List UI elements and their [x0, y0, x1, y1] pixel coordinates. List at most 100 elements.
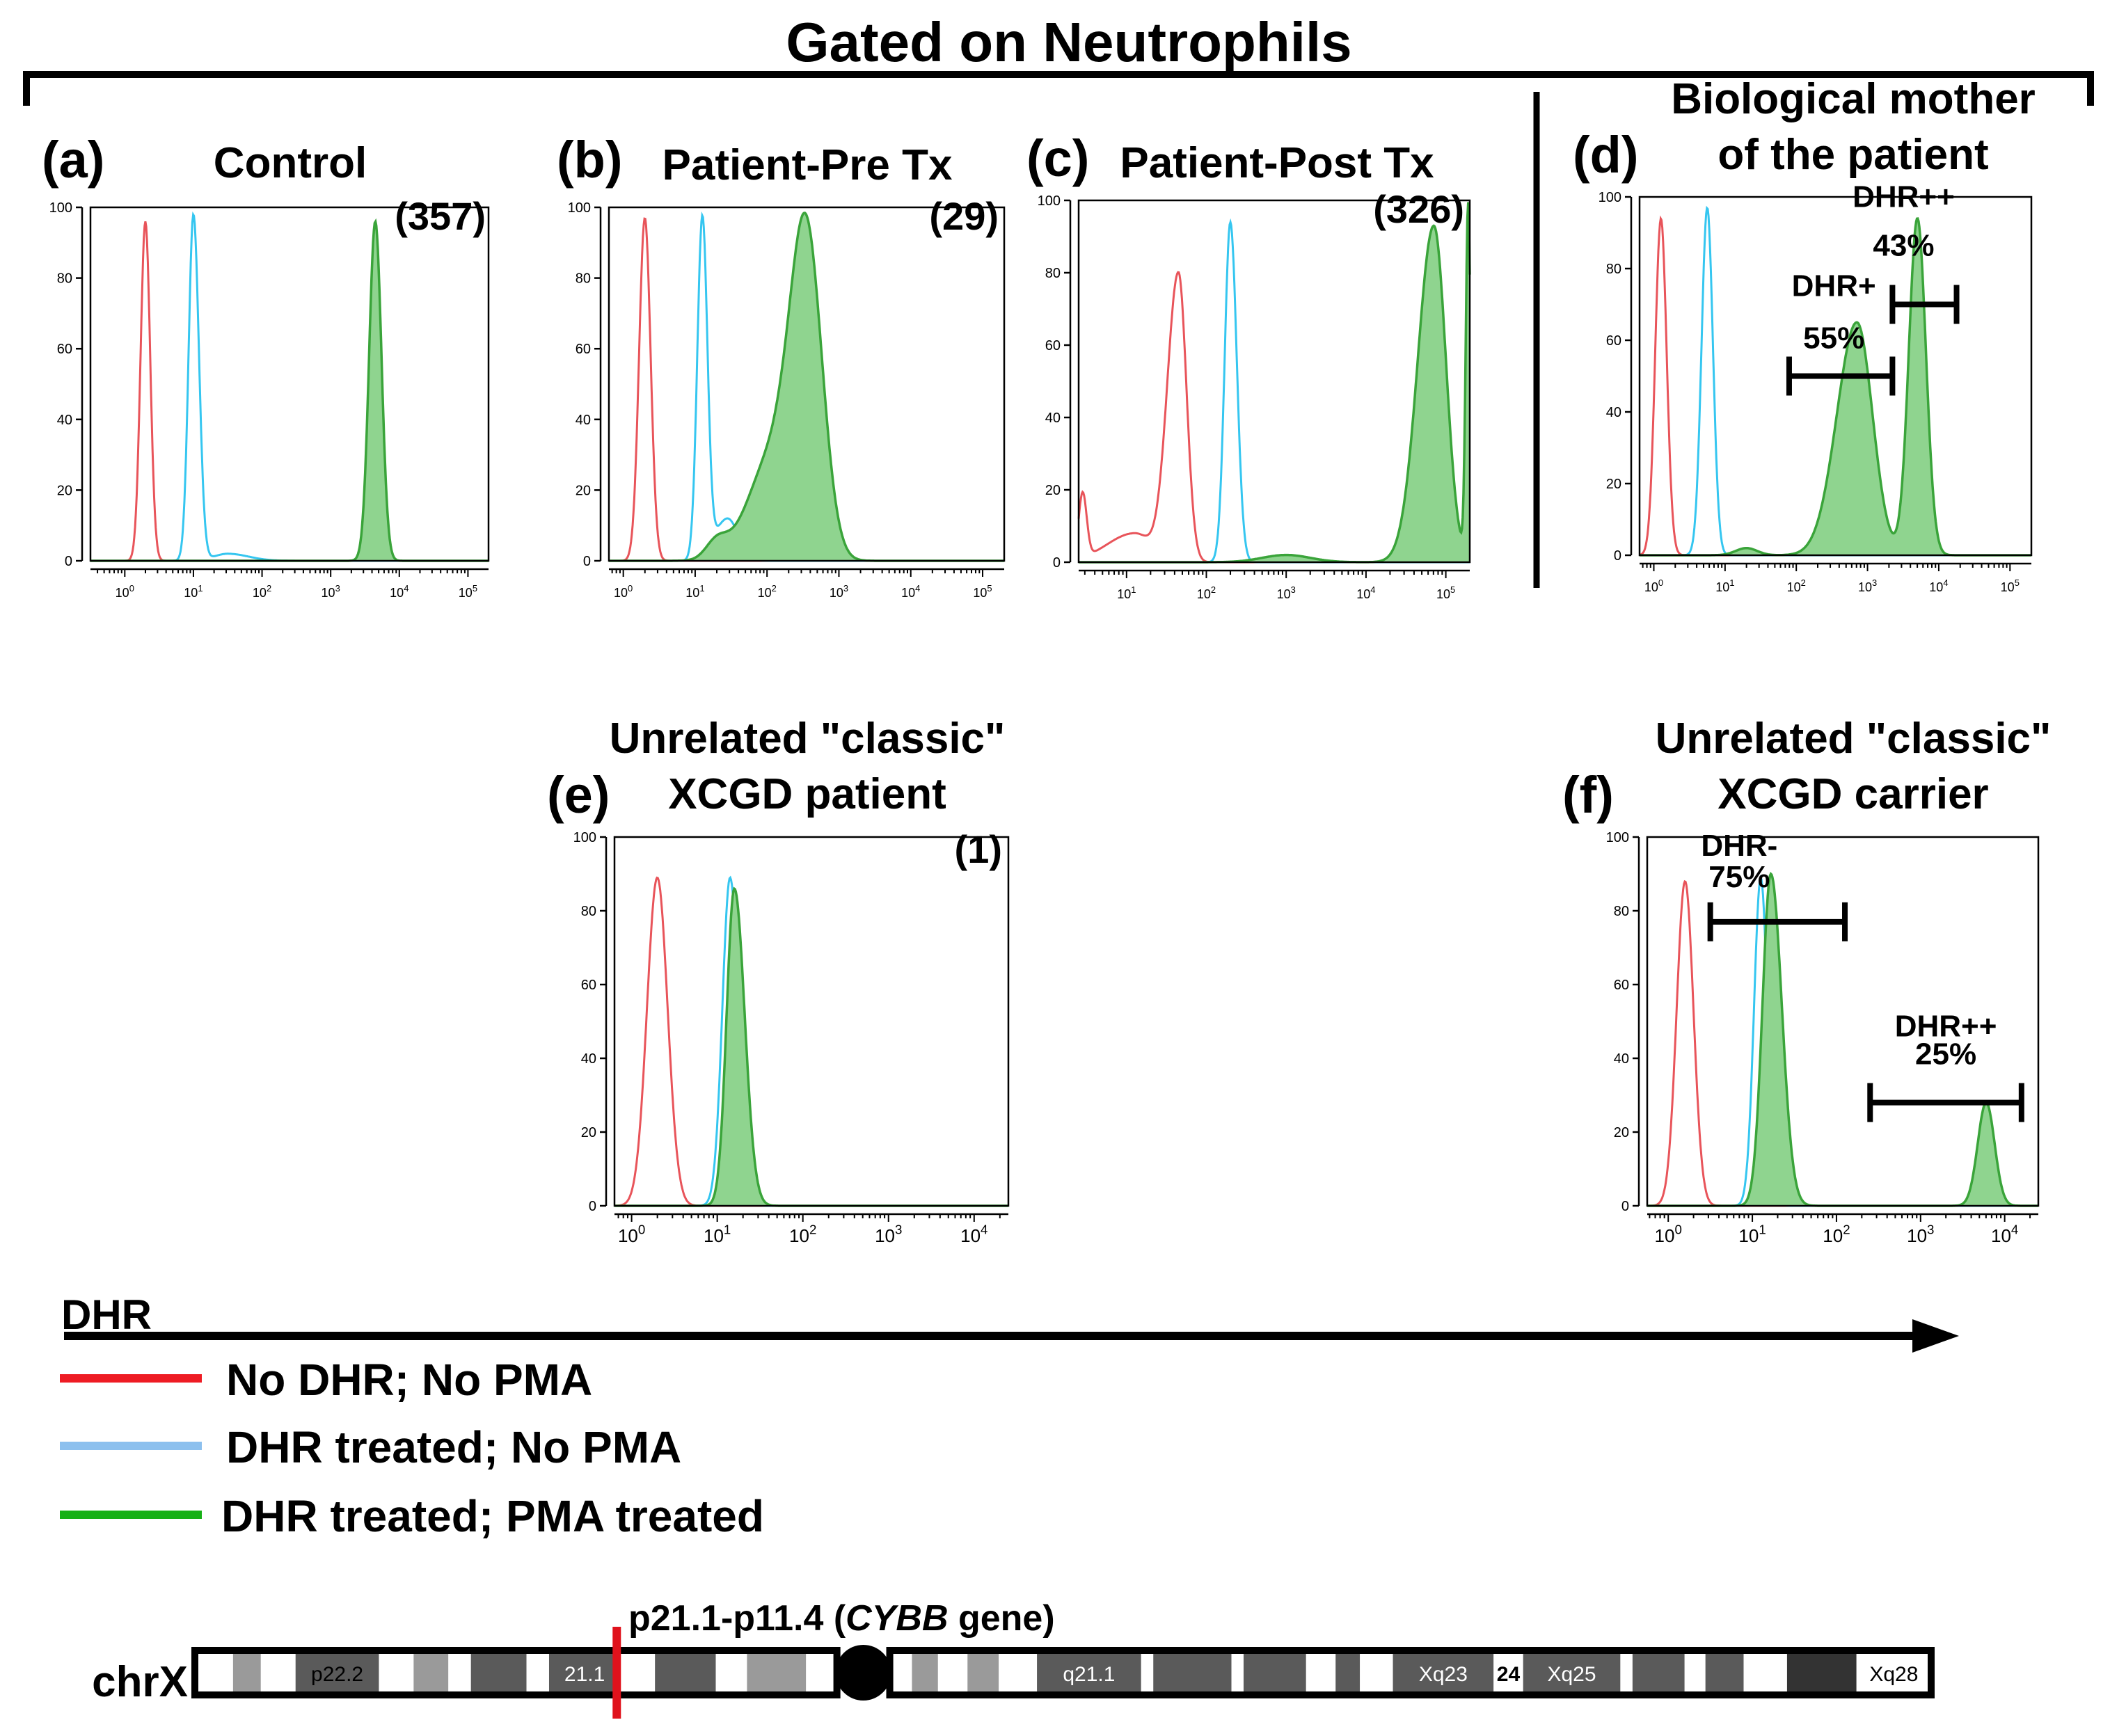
panel-a-y-tick-label: 20: [57, 483, 72, 498]
panel-a-x-tick-label: 101: [184, 583, 203, 600]
panel-d-x-tick-label: 105: [2001, 578, 2020, 594]
panel-f-x-tick-label: 103: [1907, 1222, 1934, 1246]
panel-b-y-tick-label: 80: [576, 271, 591, 287]
chromosome-band: [379, 1654, 414, 1691]
chromosome-band: [1620, 1654, 1633, 1691]
panel-d-histogram-fill-dhr-pma-treated: [1640, 218, 2031, 555]
chromosome-band: [1153, 1654, 1232, 1691]
chromosome-centromere: [835, 1645, 891, 1701]
panel-d-x-tick-label: 103: [1858, 578, 1877, 594]
panel-c-y-tick-label: 20: [1045, 483, 1061, 498]
legend: No DHR; No PMA DHR treated; No PMA DHR t…: [60, 1355, 764, 1541]
panel-a-histogram-no-dhr: [90, 221, 489, 562]
panel-a-x-tick-label: 103: [322, 583, 340, 600]
dhr-axis-label: DHR: [61, 1291, 152, 1338]
panel-d-y-tick-label: 40: [1606, 405, 1621, 420]
panel-title-e-line-2: XCGD patient: [668, 770, 946, 818]
panel-d-x-tick-label: 102: [1787, 578, 1806, 594]
dhr-axis-arrow-head: [1912, 1319, 1959, 1353]
chromosome-band: [1231, 1654, 1244, 1691]
chromosome-ideogram: chrX p21.1-p11.4 (CYBB gene) p22.2 21.1 q2…: [92, 1598, 1935, 1719]
chromosome-band: [967, 1654, 999, 1691]
chromosome-band: [232, 1654, 261, 1691]
chromosome-band: [1493, 1654, 1523, 1691]
panel-e-x-tick-label: 100: [618, 1222, 645, 1246]
panel-label-b: (b): [557, 131, 623, 189]
legend-label-no-dhr: No DHR; No PMA: [226, 1355, 592, 1405]
panel-f-y-tick-label: 100: [1606, 830, 1629, 845]
panel-d-y-tick-label: 0: [1614, 548, 1621, 564]
chromosome-band: [806, 1654, 838, 1691]
panel-e-histogram-fill-dhr-pma-treated: [614, 889, 1008, 1206]
panel-c-mfi: (326): [1373, 187, 1464, 231]
panel-d-y-tick-label: 20: [1606, 477, 1621, 492]
panel-d-x-tick-label: 104: [1929, 578, 1948, 594]
panel-title-d-line-2: of the patient: [1718, 131, 1988, 179]
panel-title-c-line-1: Patient-Post Tx: [1120, 139, 1434, 187]
cybb-annotation: p21.1-p11.4 (CYBB gene): [628, 1598, 1055, 1639]
panel-b-x-tick-label: 101: [685, 583, 704, 600]
panel-e-x-tick-label: 102: [789, 1222, 816, 1246]
panel-a-x-tick-label: 104: [390, 583, 408, 600]
panel-f-y-tick-label: 60: [1614, 978, 1629, 993]
panel-d-gate-2: DHR++ 43%: [1853, 180, 1960, 324]
panel-a-y-tick-label: 80: [57, 271, 72, 287]
chromosome-band: [1523, 1654, 1621, 1691]
gate-label: DHR+: [1792, 269, 1876, 303]
chromosome-band: [1632, 1654, 1685, 1691]
panel-b-x-tick-label: 102: [758, 583, 777, 600]
panel-c-x-tick-label: 104: [1356, 584, 1375, 601]
panel-b-x-tick-label: 105: [973, 583, 992, 600]
panel-e-y-tick-label: 60: [581, 978, 596, 993]
panel-b-histogram-fill-dhr-pma-treated: [609, 213, 1004, 561]
chromosome-band: [195, 1654, 233, 1691]
panel-a-x-tick-label: 105: [459, 583, 477, 600]
panel-c-frame: [1077, 199, 1471, 564]
panel-e-x-tick-label: 103: [875, 1222, 902, 1246]
panel-a-y-tick-label: 0: [65, 554, 72, 569]
panel-a-x-tick-label: 102: [253, 583, 271, 600]
panel-f-x-tick-label: 104: [1991, 1222, 2018, 1246]
panel-b-x-tick-label: 103: [830, 583, 848, 600]
panel-f-gate-2: DHR++25%: [1867, 1010, 2024, 1122]
panel-c-y-tick-label: 60: [1045, 338, 1061, 353]
panel-f-y-tick-label: 20: [1614, 1125, 1629, 1140]
panel-a-x-tick-label: 100: [116, 583, 134, 600]
chromosome-band: [747, 1654, 807, 1691]
chromosome-band: [1243, 1654, 1306, 1691]
chromosome-band: [470, 1654, 527, 1691]
panel-e-x-tick-label: 101: [704, 1222, 731, 1246]
panel-b-x-tick-label: 104: [901, 583, 920, 600]
panel-label-e: (e): [547, 766, 610, 824]
panel-a: (a) Control 0 20 40 60 80 100 100 101 102 103 104 105…: [42, 131, 490, 600]
panel-d-x-tick-label: 101: [1715, 578, 1734, 594]
gate-percent: 75%: [1708, 860, 1770, 894]
chromosome-band-label: q21.1: [1063, 1663, 1115, 1686]
chromosome-band-label: Xq25: [1547, 1663, 1596, 1686]
panel-c-y-tick-label: 100: [1038, 193, 1061, 209]
chromosome-band: [526, 1654, 549, 1691]
main-title: Gated on Neutrophils: [786, 11, 1351, 73]
panel-c-x-tick-label: 101: [1117, 584, 1136, 601]
chromosome-band: [548, 1654, 621, 1691]
chromosome-band: [620, 1654, 656, 1691]
chromosome-band: [1743, 1654, 1787, 1691]
chromosome-band: [1684, 1654, 1706, 1691]
panel-b-y-tick-label: 40: [576, 413, 591, 428]
panel-e-y-tick-label: 100: [573, 830, 596, 845]
panel-label-a: (a): [42, 131, 104, 189]
panel-a-mfi: (357): [395, 194, 486, 238]
panel-f-frame: [1646, 836, 2040, 1207]
histogram-panels: (a) Control 0 20 40 60 80 100 100 101 102 103 104 105…: [42, 75, 2051, 1246]
panel-d-gate-1: DHR+ 55%: [1786, 269, 1896, 396]
chromosome-band: [1360, 1654, 1393, 1691]
panel-f-y-tick-label: 0: [1621, 1199, 1629, 1214]
panel-c-histogram-fill-dhr-pma-treated: [1079, 202, 1470, 563]
chromosome-band-label: 21.1: [564, 1663, 605, 1686]
panel-e-y-tick-label: 0: [589, 1199, 596, 1214]
chromosome-band: [999, 1654, 1038, 1691]
panel-title-d-line-1: Biological mother: [1671, 75, 2036, 123]
panel-e-y-tick-label: 80: [581, 904, 596, 919]
panel-c: (c) Patient-Post Tx 0 20 40 60 80 100 101 102 103 1…: [1026, 129, 1471, 601]
panel-d-y-tick-label: 60: [1606, 333, 1621, 349]
